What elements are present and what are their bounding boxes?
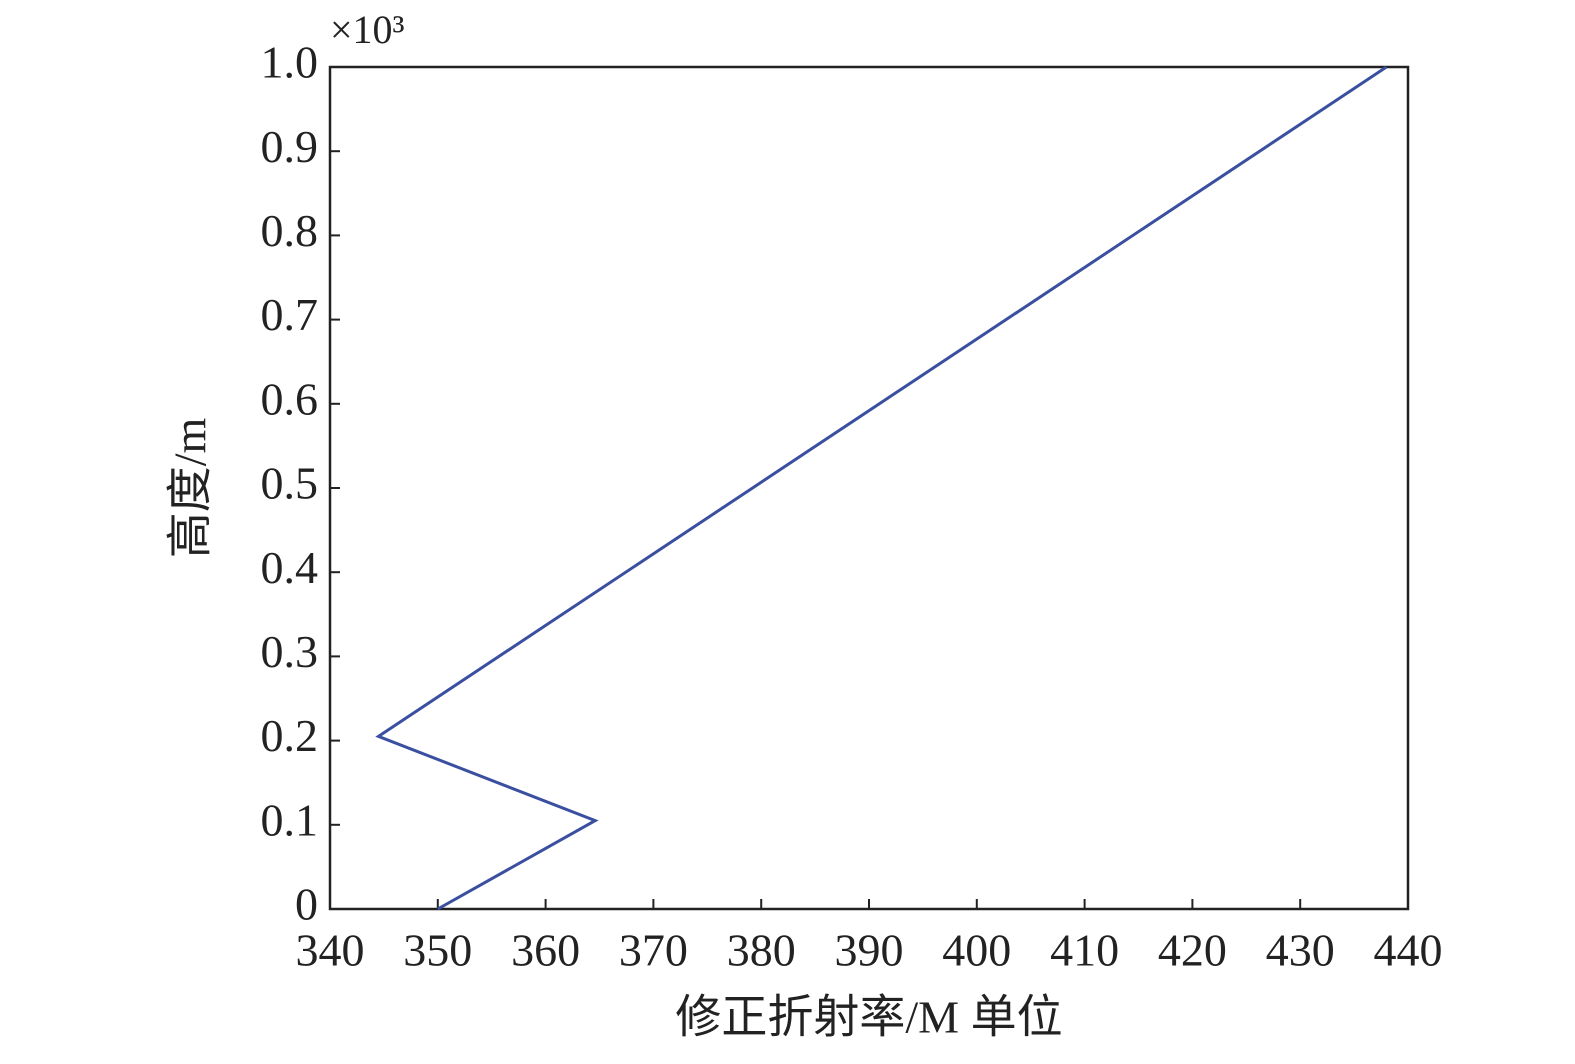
y-tick-label: 0.4 xyxy=(261,542,319,593)
x-tick-label: 420 xyxy=(1158,925,1227,976)
x-tick-label: 340 xyxy=(296,925,365,976)
y-tick-label: 0.7 xyxy=(261,289,319,340)
x-tick-label: 350 xyxy=(403,925,472,976)
x-tick-label: 360 xyxy=(511,925,580,976)
data-line xyxy=(375,65,1388,911)
y-tick-label: 0.3 xyxy=(261,626,319,677)
x-tick-label: 430 xyxy=(1266,925,1335,976)
y-multiplier: ×10³ xyxy=(330,7,405,52)
x-tick-label: 390 xyxy=(835,925,904,976)
x-tick-label: 440 xyxy=(1374,925,1443,976)
x-tick-label: 380 xyxy=(727,925,796,976)
y-tick-label: 0.8 xyxy=(261,205,319,256)
y-tick-label: 0.2 xyxy=(261,710,319,761)
y-tick-label: 0 xyxy=(295,879,318,930)
plot-frame xyxy=(328,65,1410,911)
y-tick-label: 0.5 xyxy=(261,458,319,509)
y-axis-label: 高度/m xyxy=(165,418,216,559)
x-axis-label: 修正折射率/M 单位 xyxy=(675,992,1062,1043)
x-tick-label: 400 xyxy=(942,925,1011,976)
y-tick-label: 0.6 xyxy=(261,373,319,424)
x-tick-label: 410 xyxy=(1050,925,1119,976)
y-tick-label: 0.9 xyxy=(261,121,319,172)
y-tick-label: 0.1 xyxy=(261,794,319,845)
x-tick-label: 370 xyxy=(619,925,688,976)
y-tick-label: 1.0 xyxy=(261,37,319,88)
